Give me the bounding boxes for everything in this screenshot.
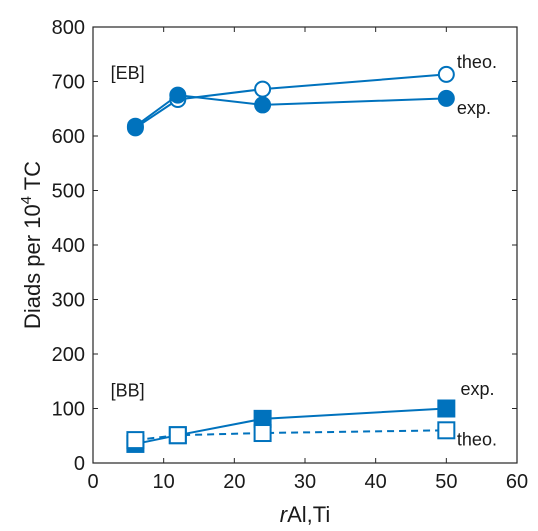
data-point (437, 89, 455, 107)
annotation-layer: [EB] theo. exp. [BB] exp. theo. (111, 52, 497, 450)
series-line (135, 429, 447, 442)
x-axis-title: rAl,Ti (280, 502, 331, 527)
x-tick-label: 20 (223, 471, 245, 493)
series-line (135, 407, 447, 445)
x-tick-label: 10 (153, 471, 175, 493)
y-axis-title: Diads per 104 TC (18, 161, 45, 329)
plot-frame (92, 26, 518, 464)
x-tick-label: 40 (365, 471, 387, 493)
y-tick-label: 300 (52, 290, 85, 312)
x-tick-label: 0 (87, 471, 98, 493)
data-point (254, 96, 272, 114)
annotation-label: [BB] (111, 381, 145, 401)
annotation-label: [EB] (111, 63, 145, 83)
y-tick-label: 0 (74, 453, 85, 475)
series-eb-exp (126, 86, 455, 135)
data-point (168, 426, 187, 445)
annotation-label: exp. (460, 379, 494, 399)
data-point (437, 421, 456, 440)
series-layer (126, 65, 456, 453)
y-tick-label: 700 (52, 72, 85, 94)
x-axis-title-italic: r (280, 502, 289, 527)
x-tick-label: 50 (435, 471, 457, 493)
annotation-label: theo. (457, 52, 497, 72)
data-point (169, 86, 187, 104)
data-point (126, 117, 144, 135)
x-axis-title-rest: Al,Ti (287, 502, 330, 527)
y-axis-title-tail: TC (20, 161, 45, 196)
series-line (134, 73, 447, 129)
y-tick-label: 100 (52, 399, 85, 421)
y-tick-label: 500 (52, 181, 85, 203)
series-bb-theo (126, 421, 456, 450)
annotation-label: theo. (457, 430, 497, 450)
x-tick-label: 60 (506, 471, 528, 493)
y-tick-label: 800 (52, 17, 85, 39)
data-point (437, 65, 455, 83)
data-point (437, 399, 456, 418)
data-point (126, 431, 145, 450)
data-point (253, 424, 272, 443)
y-tick-label: 600 (52, 126, 85, 148)
series-line (134, 94, 447, 127)
y-axis-title-main: Diads per 10 (20, 204, 45, 329)
annotation-label: exp. (457, 98, 491, 118)
x-tick-label: 30 (294, 471, 316, 493)
y-axis-title-superscript: 4 (18, 196, 35, 204)
y-tick-label: 200 (52, 344, 85, 366)
data-point (254, 80, 272, 98)
y-tick-label: 400 (52, 235, 85, 257)
